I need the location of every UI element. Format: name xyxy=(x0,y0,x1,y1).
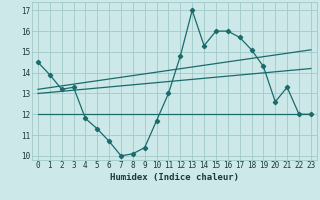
X-axis label: Humidex (Indice chaleur): Humidex (Indice chaleur) xyxy=(110,173,239,182)
